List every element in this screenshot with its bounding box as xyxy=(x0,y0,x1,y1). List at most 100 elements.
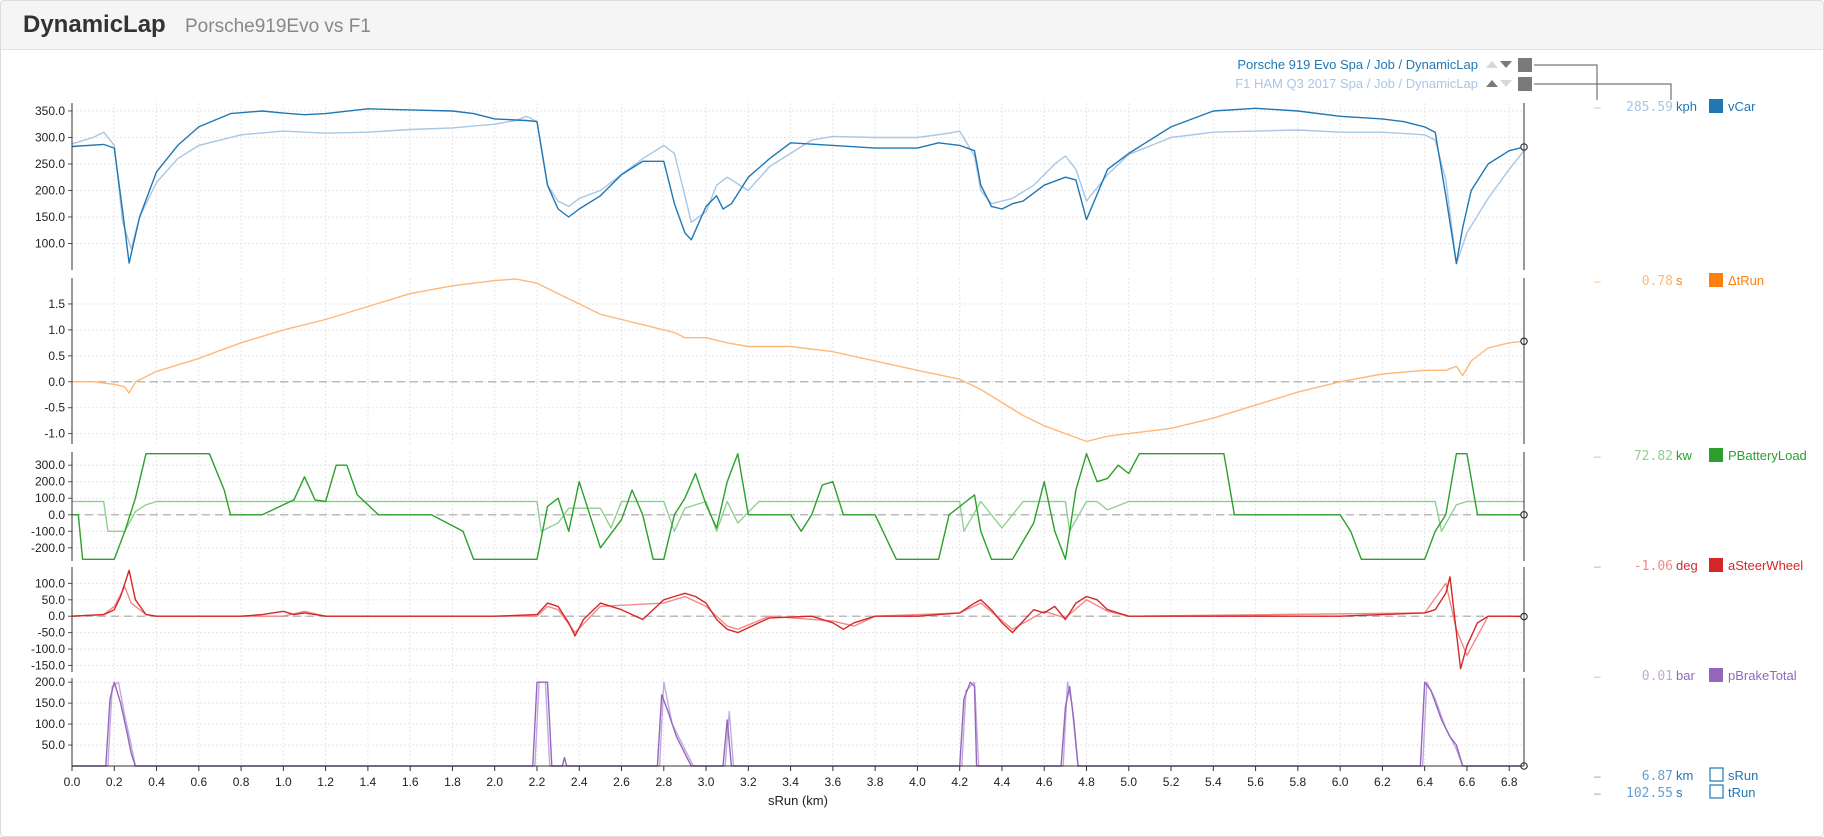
channel-name[interactable]: vCar xyxy=(1728,99,1756,114)
move-up-icon[interactable] xyxy=(1486,80,1498,87)
x-tick-label: 6.8 xyxy=(1501,775,1518,789)
x-tick-label: 2.8 xyxy=(655,775,672,789)
channel-color-swatch[interactable] xyxy=(1709,668,1723,682)
panel-0: 100.0 150.0 200.0 250.0 300.0 350.0 xyxy=(35,103,1528,270)
source-toggle-icon[interactable] xyxy=(1518,58,1532,72)
channel-name[interactable]: pBrakeTotal xyxy=(1728,668,1797,683)
readout-dash: – xyxy=(1594,449,1601,463)
y-tick-label: 200.0 xyxy=(35,675,65,689)
source-label-0[interactable]: Porsche 919 Evo Spa / Job / DynamicLap xyxy=(1237,57,1478,72)
source-legend: Porsche 919 Evo Spa / Job / DynamicLap F1… xyxy=(1235,57,1672,100)
move-down-icon[interactable] xyxy=(1500,80,1512,87)
y-tick-label: 100.0 xyxy=(35,236,65,250)
x-channel-name[interactable]: sRun xyxy=(1728,768,1758,783)
series-line-aSteerWheel-1 xyxy=(71,582,1524,657)
x-tick-label: 6.2 xyxy=(1374,775,1391,789)
x-tick-label: 4.4 xyxy=(994,775,1011,789)
x-tick-label: 0.6 xyxy=(190,775,207,789)
y-tick-label: 50.0 xyxy=(42,593,66,607)
channel-color-swatch[interactable] xyxy=(1709,273,1723,287)
panel-3: -150.0 -100.0 -50.0 0.0 50.0 100.0 xyxy=(31,567,1528,672)
channel-readouts: –285.59 kph vCar– 0.78 s ΔtRun– 72.82 kw PBatter… xyxy=(1594,99,1807,801)
y-tick-label: -100.0 xyxy=(31,642,65,656)
source-label-1[interactable]: F1 HAM Q3 2017 Spa / Job / DynamicLap xyxy=(1235,76,1478,91)
x-tick-label: 3.8 xyxy=(867,775,884,789)
x-tick-label: 5.6 xyxy=(1247,775,1264,789)
channel-name[interactable]: aSteerWheel xyxy=(1728,558,1803,573)
y-tick-label: 150.0 xyxy=(35,210,65,224)
x-tick-label: 4.8 xyxy=(1078,775,1095,789)
series-line-vCar-1 xyxy=(71,115,1525,265)
grid xyxy=(71,103,1510,766)
x-tick-label: 2.6 xyxy=(613,775,630,789)
y-tick-label: 300.0 xyxy=(35,130,65,144)
x-tick-label: 5.4 xyxy=(1205,775,1222,789)
series-line-PBatteryLoad-0 xyxy=(72,453,1524,560)
x-tick-label: 3.2 xyxy=(740,775,757,789)
panel-2: -200.0 -100.0 0.0 100.0 200.0 300.0 xyxy=(31,452,1528,561)
readout-value: 102.55 xyxy=(1626,786,1673,801)
y-tick-label: 100.0 xyxy=(35,717,65,731)
x-tick-label: 6.4 xyxy=(1416,775,1433,789)
y-tick-label: 200.0 xyxy=(35,475,65,489)
x-tick-label: 1.2 xyxy=(317,775,334,789)
y-tick-label: 0.5 xyxy=(48,349,65,363)
x-tick-label: 3.4 xyxy=(782,775,799,789)
y-tick-label: 1.5 xyxy=(48,297,65,311)
x-tick-label: 3.0 xyxy=(698,775,715,789)
x-tick-label: 1.8 xyxy=(444,775,461,789)
y-tick-label: -50.0 xyxy=(38,626,66,640)
channel-color-swatch[interactable] xyxy=(1709,448,1723,462)
channel-color-swatch[interactable] xyxy=(1709,558,1723,572)
x-tick-label: 4.2 xyxy=(951,775,968,789)
readout-unit: s xyxy=(1676,273,1683,288)
x-tick-label: 3.6 xyxy=(825,775,842,789)
channel-name[interactable]: PBatteryLoad xyxy=(1728,448,1807,463)
x-tick-label: 4.6 xyxy=(1036,775,1053,789)
readout-dash: – xyxy=(1594,274,1601,288)
move-down-icon[interactable] xyxy=(1500,61,1512,68)
readout-unit: bar xyxy=(1676,668,1695,683)
y-tick-label: 250.0 xyxy=(35,157,65,171)
y-tick-label: 200.0 xyxy=(35,183,65,197)
y-tick-label: 300.0 xyxy=(35,458,65,472)
readout-value: 0.01 xyxy=(1642,669,1673,684)
x-tick-label: 4.0 xyxy=(909,775,926,789)
x-axis: 0.0 0.2 0.4 0.6 0.8 1.0 1.2 1.4 1.6 1.8 2.0 2.2 2.4 2… xyxy=(64,765,1524,808)
readout-value: -1.06 xyxy=(1634,559,1673,574)
x-tick-label: 6.0 xyxy=(1332,775,1349,789)
readout-dash: – xyxy=(1594,769,1601,783)
source-toggle-icon[interactable] xyxy=(1518,77,1532,91)
readout-dash: – xyxy=(1594,669,1601,683)
x-tick-label: 6.6 xyxy=(1459,775,1476,789)
y-tick-label: 100.0 xyxy=(35,576,65,590)
readout-unit: kph xyxy=(1676,99,1697,114)
x-channel-name[interactable]: tRun xyxy=(1728,785,1755,800)
x-tick-label: 0.2 xyxy=(106,775,123,789)
y-tick-label: 150.0 xyxy=(35,696,65,710)
channel-color-swatch[interactable] xyxy=(1709,99,1723,113)
app-title: DynamicLap xyxy=(23,11,166,38)
x-channel-toggle[interactable] xyxy=(1709,784,1724,799)
channel-name[interactable]: ΔtRun xyxy=(1728,273,1764,288)
y-tick-label: 350.0 xyxy=(35,104,65,118)
y-tick-label: 50.0 xyxy=(42,738,66,752)
readout-dash: – xyxy=(1594,559,1601,573)
readout-value: 0.78 xyxy=(1642,274,1673,289)
panel-4: 50.0 100.0 150.0 200.0 xyxy=(35,675,1528,770)
readout-dash: – xyxy=(1594,100,1601,114)
y-tick-label: 1.0 xyxy=(48,323,65,337)
app-subtitle: Porsche919Evo vs F1 xyxy=(185,16,371,37)
readout-unit: deg xyxy=(1676,558,1698,573)
series-line-vCar-0 xyxy=(71,107,1525,265)
move-up-icon[interactable] xyxy=(1486,61,1498,68)
x-tick-label: 1.0 xyxy=(275,775,292,789)
readout-dash: – xyxy=(1594,786,1601,800)
readout-value: 72.82 xyxy=(1634,449,1673,464)
x-channel-toggle[interactable] xyxy=(1709,767,1724,782)
x-tick-label: 0.4 xyxy=(148,775,165,789)
app-header: DynamicLap Porsche919Evo vs F1 xyxy=(1,1,1823,50)
source-connector xyxy=(1534,83,1672,100)
